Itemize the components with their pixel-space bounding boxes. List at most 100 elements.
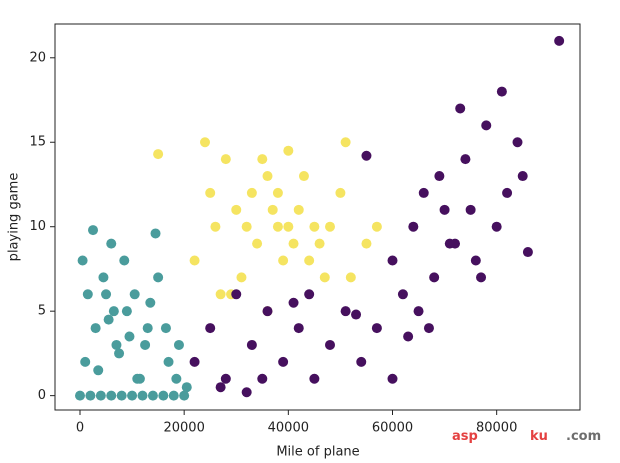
point (429, 272, 440, 283)
point (319, 272, 330, 283)
point (481, 120, 492, 131)
point (246, 187, 257, 198)
point (163, 356, 174, 367)
point (241, 387, 252, 398)
point (119, 255, 130, 266)
point (491, 221, 502, 232)
point (465, 204, 476, 215)
point (90, 323, 101, 334)
point (181, 382, 192, 393)
point (288, 297, 299, 308)
point (418, 187, 429, 198)
point (262, 306, 273, 317)
point (236, 272, 247, 283)
point (434, 171, 445, 182)
point (413, 306, 424, 317)
point (554, 35, 565, 46)
point (220, 373, 231, 384)
point (173, 339, 184, 350)
point (304, 255, 315, 266)
point (403, 331, 414, 342)
point (293, 323, 304, 334)
point (93, 365, 104, 376)
point (153, 149, 164, 160)
point (309, 373, 320, 384)
point (145, 297, 156, 308)
point (106, 238, 117, 249)
point (129, 289, 140, 300)
point (80, 356, 91, 367)
point (351, 309, 362, 320)
point (98, 272, 109, 283)
point (108, 306, 119, 317)
point (189, 356, 200, 367)
x-tick-label: 60000 (372, 421, 413, 436)
point (340, 137, 351, 148)
point (309, 221, 320, 232)
y-axis-label: playing game (7, 173, 22, 262)
point (200, 137, 210, 148)
y-tick-label: 15 (29, 135, 46, 150)
point (231, 204, 242, 215)
point (210, 221, 221, 232)
watermark: asp (452, 429, 478, 444)
point (476, 272, 487, 283)
point (158, 390, 169, 401)
point (512, 137, 523, 148)
point (283, 145, 294, 156)
point (147, 390, 158, 401)
point (267, 204, 278, 215)
point (160, 323, 171, 334)
point (140, 339, 151, 350)
point (470, 255, 481, 266)
watermark: ku (530, 429, 548, 444)
point (137, 390, 148, 401)
point (101, 289, 112, 300)
point (111, 339, 122, 350)
point (179, 390, 190, 401)
point (106, 390, 117, 401)
y-tick-label: 0 (38, 388, 46, 403)
point (335, 187, 346, 198)
point (171, 373, 182, 384)
point (252, 238, 263, 249)
point (397, 289, 408, 300)
point (262, 171, 273, 182)
point (455, 103, 466, 114)
point (231, 289, 242, 300)
point (325, 221, 335, 232)
point (361, 238, 372, 249)
point (439, 204, 450, 215)
point (371, 323, 382, 334)
point (220, 154, 231, 165)
point (272, 221, 283, 232)
point (127, 390, 138, 401)
point (502, 187, 513, 198)
point (293, 204, 304, 215)
point (298, 171, 309, 182)
point (361, 150, 372, 161)
x-tick-label: 0 (76, 421, 84, 436)
point (85, 390, 96, 401)
point (215, 289, 226, 300)
x-tick-label: 80000 (476, 421, 517, 436)
point (304, 289, 315, 300)
point (150, 228, 161, 239)
point (116, 390, 127, 401)
point (356, 356, 367, 367)
point (205, 323, 216, 334)
point (278, 255, 289, 266)
y-tick-label: 5 (38, 304, 46, 319)
point (517, 171, 528, 182)
point (288, 238, 299, 249)
point (522, 247, 533, 258)
point (205, 187, 216, 198)
point (134, 373, 145, 384)
watermark: .com (566, 429, 601, 444)
plot-frame (54, 23, 581, 411)
point (95, 390, 106, 401)
point (444, 238, 455, 249)
point (314, 238, 325, 249)
